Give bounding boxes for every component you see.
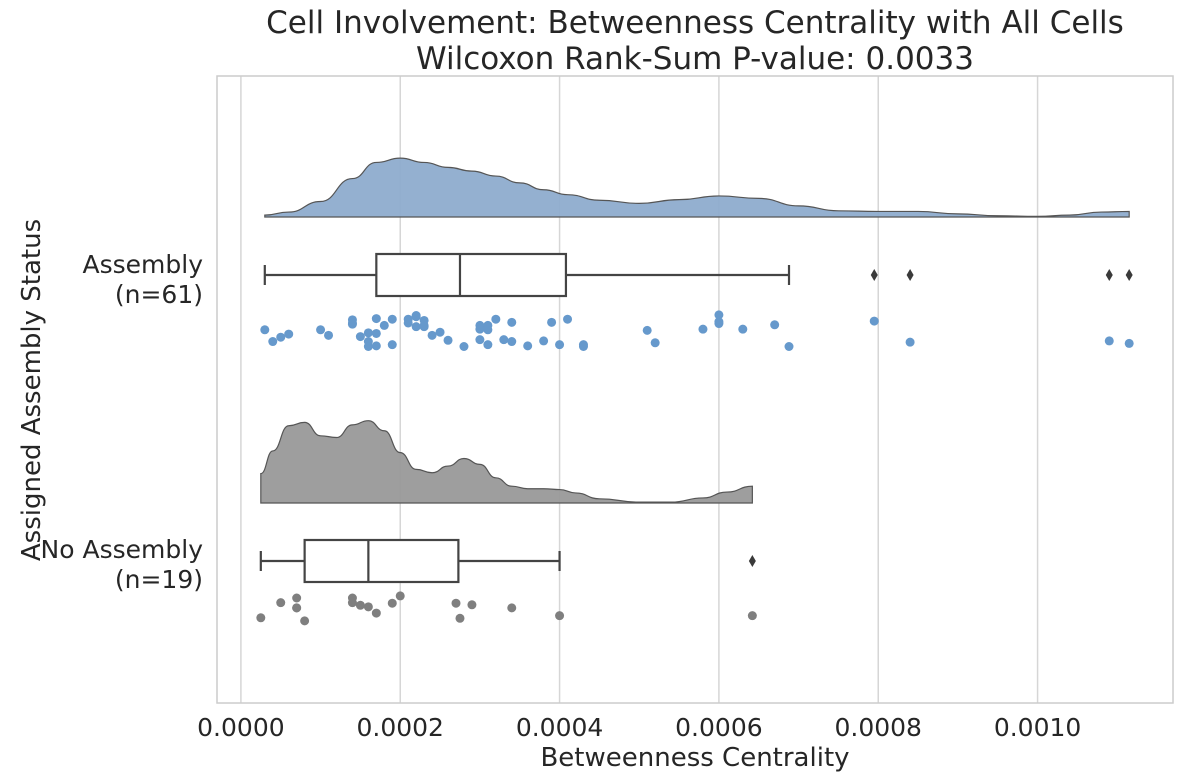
x-tick-label: 0.0002: [356, 713, 443, 742]
density-cloud-no-assembly: [260, 420, 753, 504]
data-point-assembly: [714, 319, 724, 329]
category-count-no-assembly: (n=19): [115, 565, 203, 594]
data-point-assembly: [443, 335, 453, 345]
data-point-assembly: [698, 324, 708, 334]
data-point-no-assembly: [387, 598, 397, 608]
data-point-no-assembly: [292, 593, 302, 603]
data-point-no-assembly: [363, 602, 373, 612]
data-point-assembly: [483, 340, 493, 350]
data-point-assembly: [507, 317, 517, 327]
data-point-assembly: [475, 335, 485, 345]
data-point-assembly: [563, 314, 573, 324]
box-iqr-assembly: [375, 252, 568, 298]
data-point-assembly: [784, 342, 794, 351]
data-point-assembly: [1124, 338, 1134, 348]
category-count-assembly: (n=61): [115, 280, 203, 309]
outlier-marker: [870, 269, 878, 281]
data-point-assembly: [475, 324, 485, 334]
data-point-no-assembly: [467, 600, 477, 610]
data-point-assembly: [371, 314, 381, 324]
data-point-no-assembly: [455, 613, 465, 623]
outlier-marker: [1125, 269, 1133, 281]
x-tick-label: 0.0006: [675, 713, 762, 742]
data-point-assembly: [371, 328, 381, 338]
data-point-assembly: [411, 312, 421, 322]
density-cloud-assembly: [264, 157, 1130, 218]
chart-subtitle: Wilcoxon Rank-Sum P-value: 0.0033: [416, 41, 974, 77]
x-axis-label: Betweenness Centrality: [540, 743, 849, 773]
data-point-no-assembly: [747, 611, 757, 621]
data-point-assembly: [499, 335, 509, 345]
data-point-assembly: [260, 325, 270, 335]
data-point-assembly: [507, 337, 517, 347]
boxplots: [259, 252, 1133, 584]
data-point-no-assembly: [395, 591, 405, 601]
data-point-assembly: [869, 316, 879, 326]
data-point-no-assembly: [300, 616, 310, 626]
x-tick-label: 0.0008: [834, 713, 921, 742]
data-point-assembly: [363, 342, 373, 351]
category-label-no-assembly: No Assembly: [41, 535, 204, 564]
x-tick-label: 0.0010: [994, 713, 1081, 742]
data-point-assembly: [276, 332, 286, 342]
rain-points: [256, 310, 1134, 626]
data-point-assembly: [411, 322, 421, 332]
y-axis-label: Assigned Assembly Status: [17, 219, 47, 561]
data-point-assembly: [491, 314, 501, 324]
data-point-assembly: [268, 337, 278, 347]
density-clouds: [260, 157, 1130, 504]
data-point-assembly: [547, 317, 557, 327]
data-point-assembly: [403, 318, 413, 328]
data-point-no-assembly: [507, 603, 517, 613]
data-point-no-assembly: [256, 613, 266, 623]
data-point-no-assembly: [371, 608, 381, 618]
data-point-no-assembly: [355, 600, 365, 610]
data-point-no-assembly: [292, 603, 302, 613]
outlier-marker: [748, 555, 756, 567]
data-point-assembly: [738, 324, 748, 334]
data-point-assembly: [435, 327, 445, 337]
category-label-assembly: Assembly: [83, 250, 204, 279]
data-point-assembly: [770, 320, 780, 330]
data-point-assembly: [419, 320, 429, 330]
data-point-assembly: [316, 325, 326, 335]
data-point-assembly: [578, 342, 588, 351]
data-point-assembly: [555, 340, 565, 350]
data-point-assembly: [905, 337, 915, 347]
data-point-assembly: [363, 328, 373, 338]
x-tick-labels: 0.0000 0.0002 0.0004 0.0006 0.0008 0.0010: [197, 713, 1081, 742]
plot-frame: [216, 75, 1174, 704]
data-point-no-assembly: [555, 611, 565, 621]
x-tick-label: 0.0000: [197, 713, 284, 742]
data-point-no-assembly: [347, 593, 357, 603]
data-point-assembly: [1104, 336, 1114, 346]
outlier-marker: [906, 269, 914, 281]
data-point-assembly: [387, 314, 397, 324]
data-point-assembly: [539, 336, 549, 346]
box-iqr-no-assembly: [303, 538, 460, 584]
chart-title: Cell Involvement: Betweenness Centrality…: [266, 5, 1124, 41]
data-point-assembly: [387, 340, 397, 350]
data-point-assembly: [284, 329, 294, 339]
data-point-assembly: [324, 330, 334, 340]
data-point-assembly: [714, 310, 724, 320]
data-point-assembly: [650, 338, 660, 348]
data-point-no-assembly: [451, 598, 461, 608]
data-point-no-assembly: [276, 598, 286, 608]
data-point-assembly: [642, 325, 652, 335]
x-tick-label: 0.0004: [516, 713, 603, 742]
data-point-assembly: [459, 342, 469, 351]
data-point-assembly: [371, 341, 381, 351]
data-point-assembly: [427, 330, 437, 340]
data-point-assembly: [355, 332, 365, 342]
outlier-marker: [1105, 269, 1113, 281]
data-point-assembly: [347, 319, 357, 329]
data-point-assembly: [379, 320, 389, 330]
data-point-assembly: [483, 325, 493, 335]
data-point-assembly: [523, 341, 533, 351]
